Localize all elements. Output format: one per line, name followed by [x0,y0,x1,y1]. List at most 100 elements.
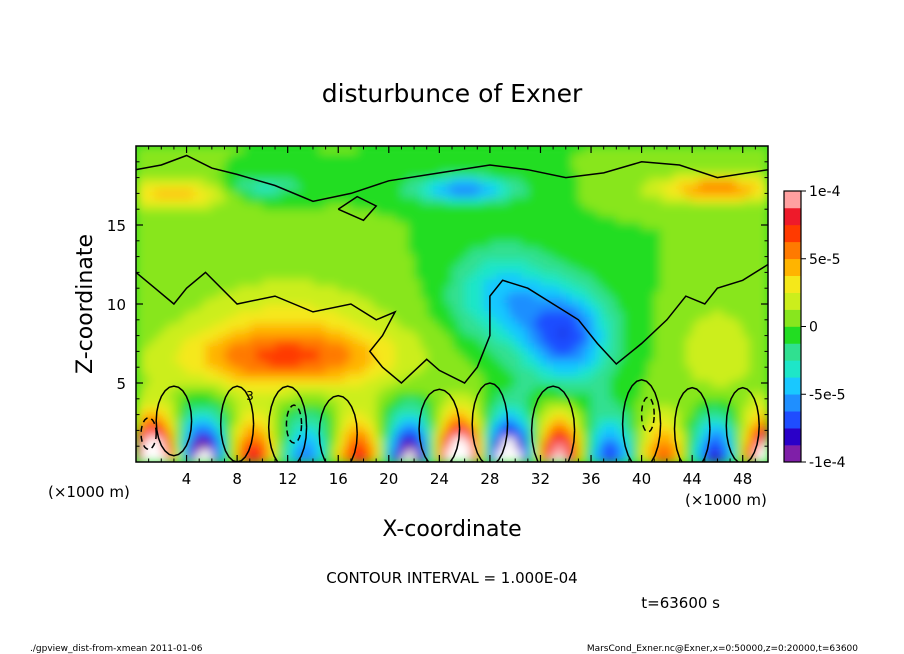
heatmap-cell [142,360,150,368]
heatmap-cell [218,146,226,153]
heatmap-cell [647,322,655,330]
heatmap-cell [546,398,554,406]
heatmap-cell [508,310,516,318]
heatmap-cell [401,341,409,349]
heatmap-cell [584,215,592,223]
heatmap-cell [199,379,207,387]
heatmap-cell [692,278,700,286]
heatmap-cell [199,171,207,179]
heatmap-cell [622,348,630,356]
heatmap-cell [628,411,636,419]
heatmap-cell [553,146,561,153]
heatmap-cell [584,240,592,248]
heatmap-cell [180,405,188,413]
heatmap-cell [572,196,579,204]
heatmap-cell [338,164,346,172]
heatmap-cell [730,152,737,160]
heatmap-cell [628,341,636,349]
heatmap-cell [388,202,396,210]
heatmap-cell [357,354,365,362]
heatmap-cell [249,304,257,311]
heatmap-cell [546,164,554,172]
heatmap-cell [439,259,447,267]
heatmap-cell [553,247,561,255]
heatmap-cell [559,177,567,185]
heatmap-cell [685,215,693,223]
heatmap-cell [749,183,756,191]
heatmap-cell [205,266,213,273]
heatmap-cell [167,164,175,172]
heatmap-cell [350,272,358,280]
heatmap-cell [521,310,529,318]
heatmap-cell [534,430,542,438]
heatmap-cell [502,424,510,431]
heatmap-cell [433,367,440,375]
heatmap-cell [723,272,731,280]
heatmap-cell [325,449,333,457]
heatmap-cell [673,190,681,198]
heatmap-cell [647,278,655,286]
heatmap-cell [395,424,403,431]
heatmap-cell [294,190,301,198]
heatmap-cell [420,291,428,299]
heatmap-cell [218,398,226,406]
heatmap-cell [591,221,598,229]
heatmap-cell [331,341,339,349]
heatmap-cell [275,291,282,299]
heatmap-cell [647,335,655,343]
heatmap-cell [350,228,358,236]
heatmap-cell [136,183,143,191]
heatmap-cell [325,266,333,273]
heatmap-cell [761,405,768,413]
heatmap-cell [256,234,263,242]
heatmap-cell [527,259,535,267]
heatmap-cell [546,367,554,375]
heatmap-cell [616,436,624,444]
heatmap-cell [350,215,358,223]
heatmap-cell [401,354,409,362]
heatmap-cell [578,177,586,185]
heatmap-cell [445,247,453,255]
heatmap-cell [470,329,478,337]
heatmap-cell [597,259,605,267]
heatmap-cell [350,329,358,337]
heatmap-cell [578,240,586,248]
heatmap-cell [458,322,466,330]
heatmap-cell [287,354,295,362]
heatmap-cell [515,234,523,242]
heatmap-cell [294,146,301,153]
heatmap-cell [508,424,516,431]
heatmap-cell [319,322,327,330]
heatmap-cell [622,379,630,387]
heatmap-cell [249,455,257,462]
heatmap-cell [199,443,207,450]
heatmap-cell [363,177,371,185]
heatmap-cell [161,316,169,324]
heatmap-cell [749,329,756,337]
heatmap-cell [603,367,611,375]
heatmap-cell [180,329,188,337]
heatmap-cell [420,348,428,356]
heatmap-cell [237,253,245,261]
heatmap-cell [755,392,763,400]
heatmap-cell [527,146,535,153]
heatmap-cell [470,266,478,273]
heatmap-cell [704,259,712,267]
heatmap-cell [319,202,327,210]
heatmap-cell [312,386,320,394]
heatmap-cell [584,373,592,381]
heatmap-cell [256,430,263,438]
heatmap-cell [603,354,611,362]
heatmap-cell [275,253,282,261]
heatmap-cell [369,354,377,362]
heatmap-cell [464,329,472,337]
heatmap-cell [230,285,238,292]
heatmap-cell [477,360,485,368]
heatmap-cell [515,310,523,318]
heatmap-cell [319,253,327,261]
heatmap-cell [262,202,270,210]
heatmap-cell [477,240,485,248]
heatmap-cell [470,196,478,204]
heatmap-cell [300,291,308,299]
heatmap-cell [641,417,649,425]
